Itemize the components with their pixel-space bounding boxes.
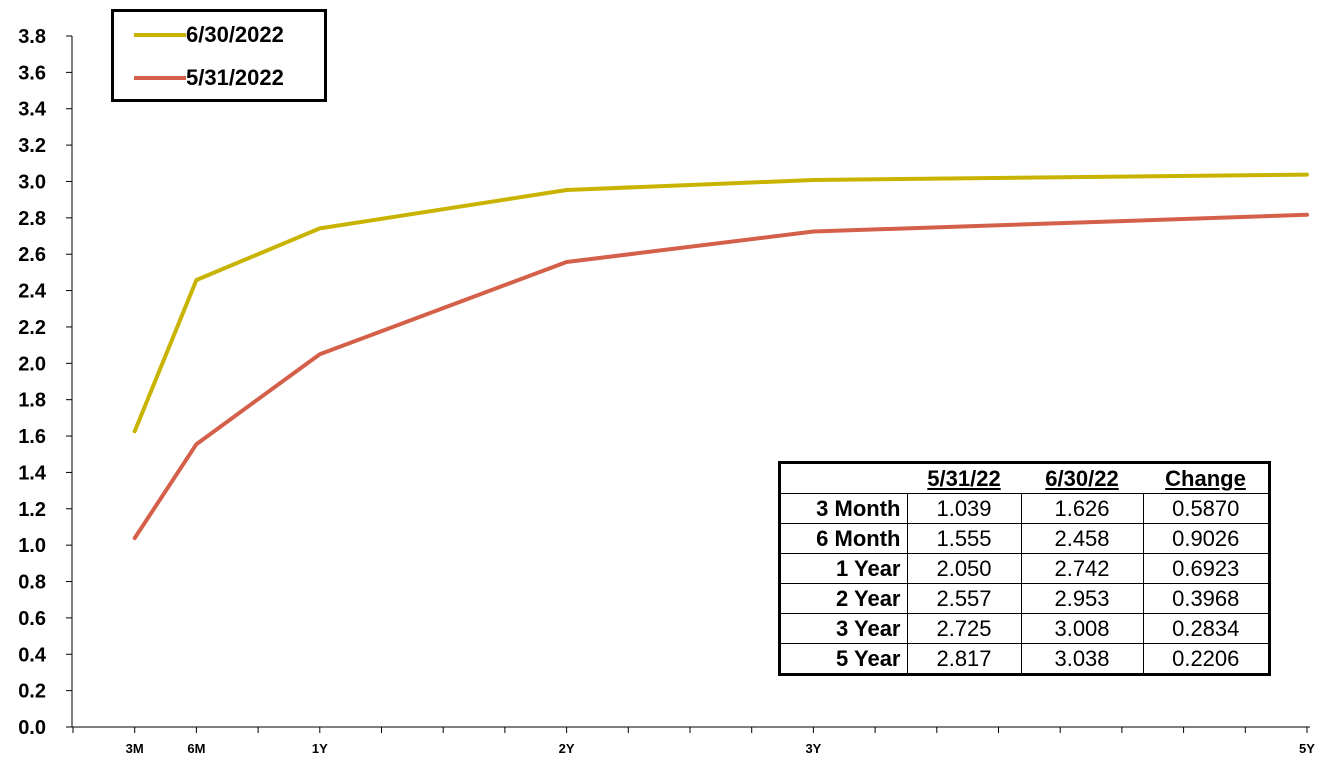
table-header-change: Change — [1165, 465, 1246, 491]
table-header-may: 5/31/22 — [927, 465, 1001, 491]
y-tick-label: 0.6 — [18, 608, 46, 630]
legend-swatch-2 — [134, 76, 186, 80]
y-tick-label: 2.2 — [18, 317, 46, 339]
y-tick-label: 1.0 — [18, 535, 46, 557]
table-header-june: 6/30/22 — [1045, 465, 1119, 491]
y-tick-label: 1.2 — [18, 499, 46, 521]
y-tick-label: 0.4 — [18, 644, 47, 666]
legend: 6/30/2022 5/31/2022 — [111, 9, 327, 102]
table-row: 3 Month 1.039 1.626 0.5870 — [781, 493, 1268, 524]
y-tick-label: 3.8 — [18, 26, 46, 48]
x-tick-label: 1Y — [312, 741, 328, 756]
table-cell: 2.953 — [1020, 583, 1143, 614]
table-row: 2 Year 2.557 2.953 0.3968 — [781, 583, 1268, 614]
y-tick-label: 2.8 — [18, 208, 46, 230]
series-lines — [132, 172, 1309, 541]
legend-item-2: 5/31/2022 — [134, 63, 284, 93]
table-row-label: 2 Year — [781, 583, 907, 614]
table-cell: 3.038 — [1020, 643, 1143, 673]
y-tick-label: 2.6 — [18, 244, 46, 266]
table-cell: 0.6923 — [1142, 553, 1268, 584]
y-tick-label: 1.4 — [18, 462, 47, 484]
table-cell: 1.039 — [906, 493, 1021, 524]
table-cell: 1.626 — [1020, 493, 1143, 524]
yield-table: 5/31/22 6/30/22 Change 3 Month 1.039 1.626… — [778, 461, 1271, 676]
table-cell: 0.3968 — [1142, 583, 1268, 614]
x-tick-label: 5Y — [1299, 741, 1315, 756]
y-axis: 0.0 0.2 0.4 0.6 0.8 1.0 1.2 1.4 1.6 1.8 2.0 2.2 2.4 2… — [18, 26, 73, 739]
y-tick-label: 1.8 — [18, 390, 46, 412]
table-cell: 0.2206 — [1142, 643, 1268, 673]
y-tick-label: 0.0 — [18, 717, 46, 739]
y-tick-label: 2.4 — [18, 281, 47, 303]
y-tick-label: 3.0 — [18, 171, 46, 193]
table-row: 5 Year 2.817 3.038 0.2206 — [781, 643, 1268, 673]
x-tick-label: 3Y — [805, 741, 821, 756]
table-row-label: 3 Year — [781, 613, 907, 644]
table-cell: 1.555 — [906, 523, 1021, 554]
table-row: 3 Year 2.725 3.008 0.2834 — [781, 613, 1268, 644]
x-axis: 3M 6M 1Y 2Y 3Y 5Y — [72, 726, 1315, 756]
series-line-2 — [132, 212, 1309, 541]
table-header-blank — [781, 464, 907, 494]
y-tick-label: 3.6 — [18, 62, 46, 84]
table-header-row: 5/31/22 6/30/22 Change — [781, 464, 1268, 494]
table-row-label: 5 Year — [781, 643, 907, 673]
x-tick-label: 6M — [187, 741, 205, 756]
series-line-1 — [132, 172, 1309, 434]
table-cell: 0.5870 — [1142, 493, 1268, 524]
legend-label-1: 6/30/2022 — [186, 22, 284, 47]
y-tick-label: 3.2 — [18, 135, 46, 157]
table-row: 1 Year 2.050 2.742 0.6923 — [781, 553, 1268, 584]
y-tick-label: 0.2 — [18, 681, 46, 703]
legend-swatch-1 — [134, 33, 186, 37]
table-cell: 0.2834 — [1142, 613, 1268, 644]
table-cell: 2.725 — [906, 613, 1021, 644]
table-cell: 3.008 — [1020, 613, 1143, 644]
table-cell: 2.742 — [1020, 553, 1143, 584]
legend-label-2: 5/31/2022 — [186, 65, 284, 90]
table-row-label: 3 Month — [781, 493, 907, 524]
table-row: 6 Month 1.555 2.458 0.9026 — [781, 523, 1268, 554]
table-cell: 2.050 — [906, 553, 1021, 584]
table-cell: 2.557 — [906, 583, 1021, 614]
table-cell: 2.458 — [1020, 523, 1143, 554]
y-tick-label: 3.4 — [18, 99, 47, 121]
table-cell: 2.817 — [906, 643, 1021, 673]
x-tick-label: 2Y — [559, 741, 575, 756]
legend-item-1: 6/30/2022 — [134, 20, 284, 50]
y-tick-label: 1.6 — [18, 426, 46, 448]
table-cell: 0.9026 — [1142, 523, 1268, 554]
table-row-label: 1 Year — [781, 553, 907, 584]
y-tick-label: 2.0 — [18, 353, 46, 375]
table-row-label: 6 Month — [781, 523, 907, 554]
x-tick-label: 3M — [126, 741, 144, 756]
y-tick-label: 0.8 — [18, 572, 46, 594]
